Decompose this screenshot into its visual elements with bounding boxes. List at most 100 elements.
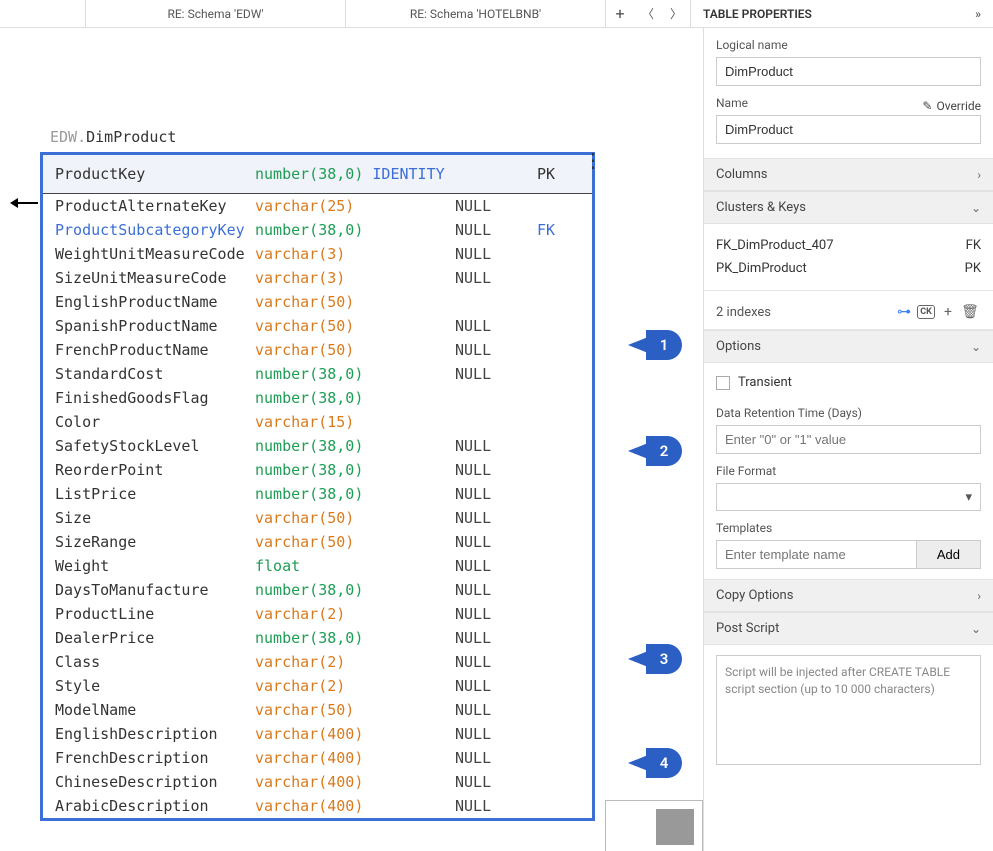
templates-label: Templates <box>716 521 981 535</box>
post-script-textarea[interactable]: Script will be injected after CREATE TAB… <box>716 655 981 765</box>
column-type: varchar(50) <box>255 341 455 359</box>
column-row[interactable]: SizeRangevarchar(50)NULL <box>43 530 592 554</box>
add-index-button[interactable]: + <box>937 301 959 323</box>
column-type: varchar(2) <box>255 653 455 671</box>
column-null: NULL <box>455 653 515 671</box>
column-row[interactable]: FrenchProductNamevarchar(50)NULL <box>43 338 592 362</box>
key-row[interactable]: FK_DimProduct_407FK <box>704 234 993 257</box>
more-menu-icon[interactable]: ⋮ <box>583 148 603 172</box>
column-row[interactable]: ReorderPointnumber(38,0)NULL <box>43 458 592 482</box>
file-format-select[interactable]: ▾ <box>716 483 981 511</box>
column-row[interactable]: DealerPricenumber(38,0)NULL <box>43 626 592 650</box>
column-row[interactable]: ModelNamevarchar(50)NULL <box>43 698 592 722</box>
column-row[interactable]: Classvarchar(2)NULL <box>43 650 592 674</box>
column-row[interactable]: ProductLinevarchar(2)NULL <box>43 602 592 626</box>
column-type: varchar(50) <box>255 293 455 311</box>
collapse-panel-icon[interactable]: » <box>975 7 981 21</box>
column-null: NULL <box>455 797 515 815</box>
column-name: ModelName <box>55 701 255 719</box>
column-row[interactable]: ProductAlternateKeyvarchar(25)NULL <box>43 194 592 218</box>
column-name: SpanishProductName <box>55 317 255 335</box>
column-type: varchar(2) <box>255 605 455 623</box>
table-entity[interactable]: ProductKey number(38,0) IDENTITY PK Prod… <box>40 152 595 821</box>
callout-4: 4 <box>628 748 682 778</box>
column-name: SizeRange <box>55 533 255 551</box>
column-row[interactable]: Colorvarchar(15) <box>43 410 592 434</box>
column-row[interactable]: Stylevarchar(2)NULL <box>43 674 592 698</box>
column-type: number(38,0) <box>255 221 455 239</box>
column-name: ChineseDescription <box>55 773 255 791</box>
post-script-accordion[interactable]: Post Script ⌄ <box>704 612 993 645</box>
template-input[interactable] <box>716 540 917 569</box>
next-tab-button[interactable]: 〉 <box>662 0 690 28</box>
override-button[interactable]: ✎ Override <box>922 99 981 113</box>
column-row[interactable]: ArabicDescriptionvarchar(400)NULL <box>43 794 592 818</box>
pencil-icon: ✎ <box>922 99 932 113</box>
column-type: number(38,0) IDENTITY <box>255 165 455 183</box>
diagram-canvas[interactable]: ⋮ EDW.DimProduct ProductKey number(38,0)… <box>0 28 703 851</box>
column-row[interactable]: EnglishDescriptionvarchar(400)NULL <box>43 722 592 746</box>
column-row[interactable]: Sizevarchar(50)NULL <box>43 506 592 530</box>
transient-checkbox[interactable] <box>716 376 730 390</box>
delete-index-button[interactable]: 🗑 <box>959 301 981 323</box>
transient-checkbox-row[interactable]: Transient <box>704 363 993 396</box>
key-icon[interactable]: ⊶ <box>893 301 915 323</box>
chevron-down-icon: ⌄ <box>971 340 981 354</box>
pk-column-row[interactable]: ProductKey number(38,0) IDENTITY PK <box>43 155 592 194</box>
column-row[interactable]: DaysToManufacturenumber(38,0)NULL <box>43 578 592 602</box>
add-template-button[interactable]: Add <box>917 540 981 569</box>
column-row[interactable]: SizeUnitMeasureCodevarchar(3)NULL <box>43 266 592 290</box>
column-name: FrenchProductName <box>55 341 255 359</box>
tab-edw[interactable]: RE: Schema 'EDW' <box>86 0 346 27</box>
minimap[interactable] <box>605 800 703 851</box>
column-row[interactable]: ChineseDescriptionvarchar(400)NULL <box>43 770 592 794</box>
indexes-row: 2 indexes ⊶ CK + 🗑 <box>704 290 993 330</box>
column-null: NULL <box>455 581 515 599</box>
column-null: NULL <box>455 485 515 503</box>
copy-options-accordion[interactable]: Copy Options › <box>704 579 993 612</box>
column-row[interactable]: StandardCostnumber(38,0)NULL <box>43 362 592 386</box>
column-row[interactable]: EnglishProductNamevarchar(50) <box>43 290 592 314</box>
add-tab-button[interactable]: + <box>606 0 634 28</box>
properties-panel: Logical name Name ✎ Override Columns › C… <box>703 28 993 851</box>
column-name: EnglishProductName <box>55 293 255 311</box>
column-type: number(38,0) <box>255 485 455 503</box>
column-null: NULL <box>455 461 515 479</box>
column-row[interactable]: WeightUnitMeasureCodevarchar(3)NULL <box>43 242 592 266</box>
column-null: NULL <box>455 245 515 263</box>
schema-prefix: EDW. <box>50 128 86 146</box>
key-row[interactable]: PK_DimProductPK <box>704 257 993 280</box>
column-name: Weight <box>55 557 255 575</box>
logical-name-input[interactable] <box>716 57 981 86</box>
column-row[interactable]: WeightfloatNULL <box>43 554 592 578</box>
column-name: Color <box>55 413 255 431</box>
prev-tab-button[interactable]: 〈 <box>634 0 662 28</box>
column-null: NULL <box>455 437 515 455</box>
retention-input[interactable] <box>716 425 981 454</box>
tab-controls: + 〈 〉 <box>606 0 690 27</box>
tab-hotelbnb[interactable]: RE: Schema 'HOTELBNB' <box>346 0 606 27</box>
column-type: number(38,0) <box>255 365 455 383</box>
callout-2: 2 <box>628 436 682 466</box>
columns-accordion[interactable]: Columns › <box>704 158 993 191</box>
column-null: NULL <box>455 365 515 383</box>
column-type: varchar(2) <box>255 677 455 695</box>
chevron-down-icon: ⌄ <box>971 201 981 215</box>
column-row[interactable]: FrenchDescriptionvarchar(400)NULL <box>43 746 592 770</box>
ck-button[interactable]: CK <box>915 301 937 323</box>
column-name: FinishedGoodsFlag <box>55 389 255 407</box>
name-input[interactable] <box>716 115 981 144</box>
column-row[interactable]: FinishedGoodsFlagnumber(38,0) <box>43 386 592 410</box>
column-null: NULL <box>455 677 515 695</box>
column-name: DealerPrice <box>55 629 255 647</box>
table-title: EDW.DimProduct <box>50 128 679 146</box>
column-type: varchar(3) <box>255 269 455 287</box>
column-name: SafetyStockLevel <box>55 437 255 455</box>
column-row[interactable]: ProductSubcategoryKeynumber(38,0)NULLFK <box>43 218 592 242</box>
column-row[interactable]: ListPricenumber(38,0)NULL <box>43 482 592 506</box>
retention-label: Data Retention Time (Days) <box>716 406 981 420</box>
options-accordion[interactable]: Options ⌄ <box>704 330 993 363</box>
column-row[interactable]: SafetyStockLevelnumber(38,0)NULL <box>43 434 592 458</box>
clusters-keys-accordion[interactable]: Clusters & Keys ⌄ <box>704 191 993 224</box>
column-row[interactable]: SpanishProductNamevarchar(50)NULL <box>43 314 592 338</box>
